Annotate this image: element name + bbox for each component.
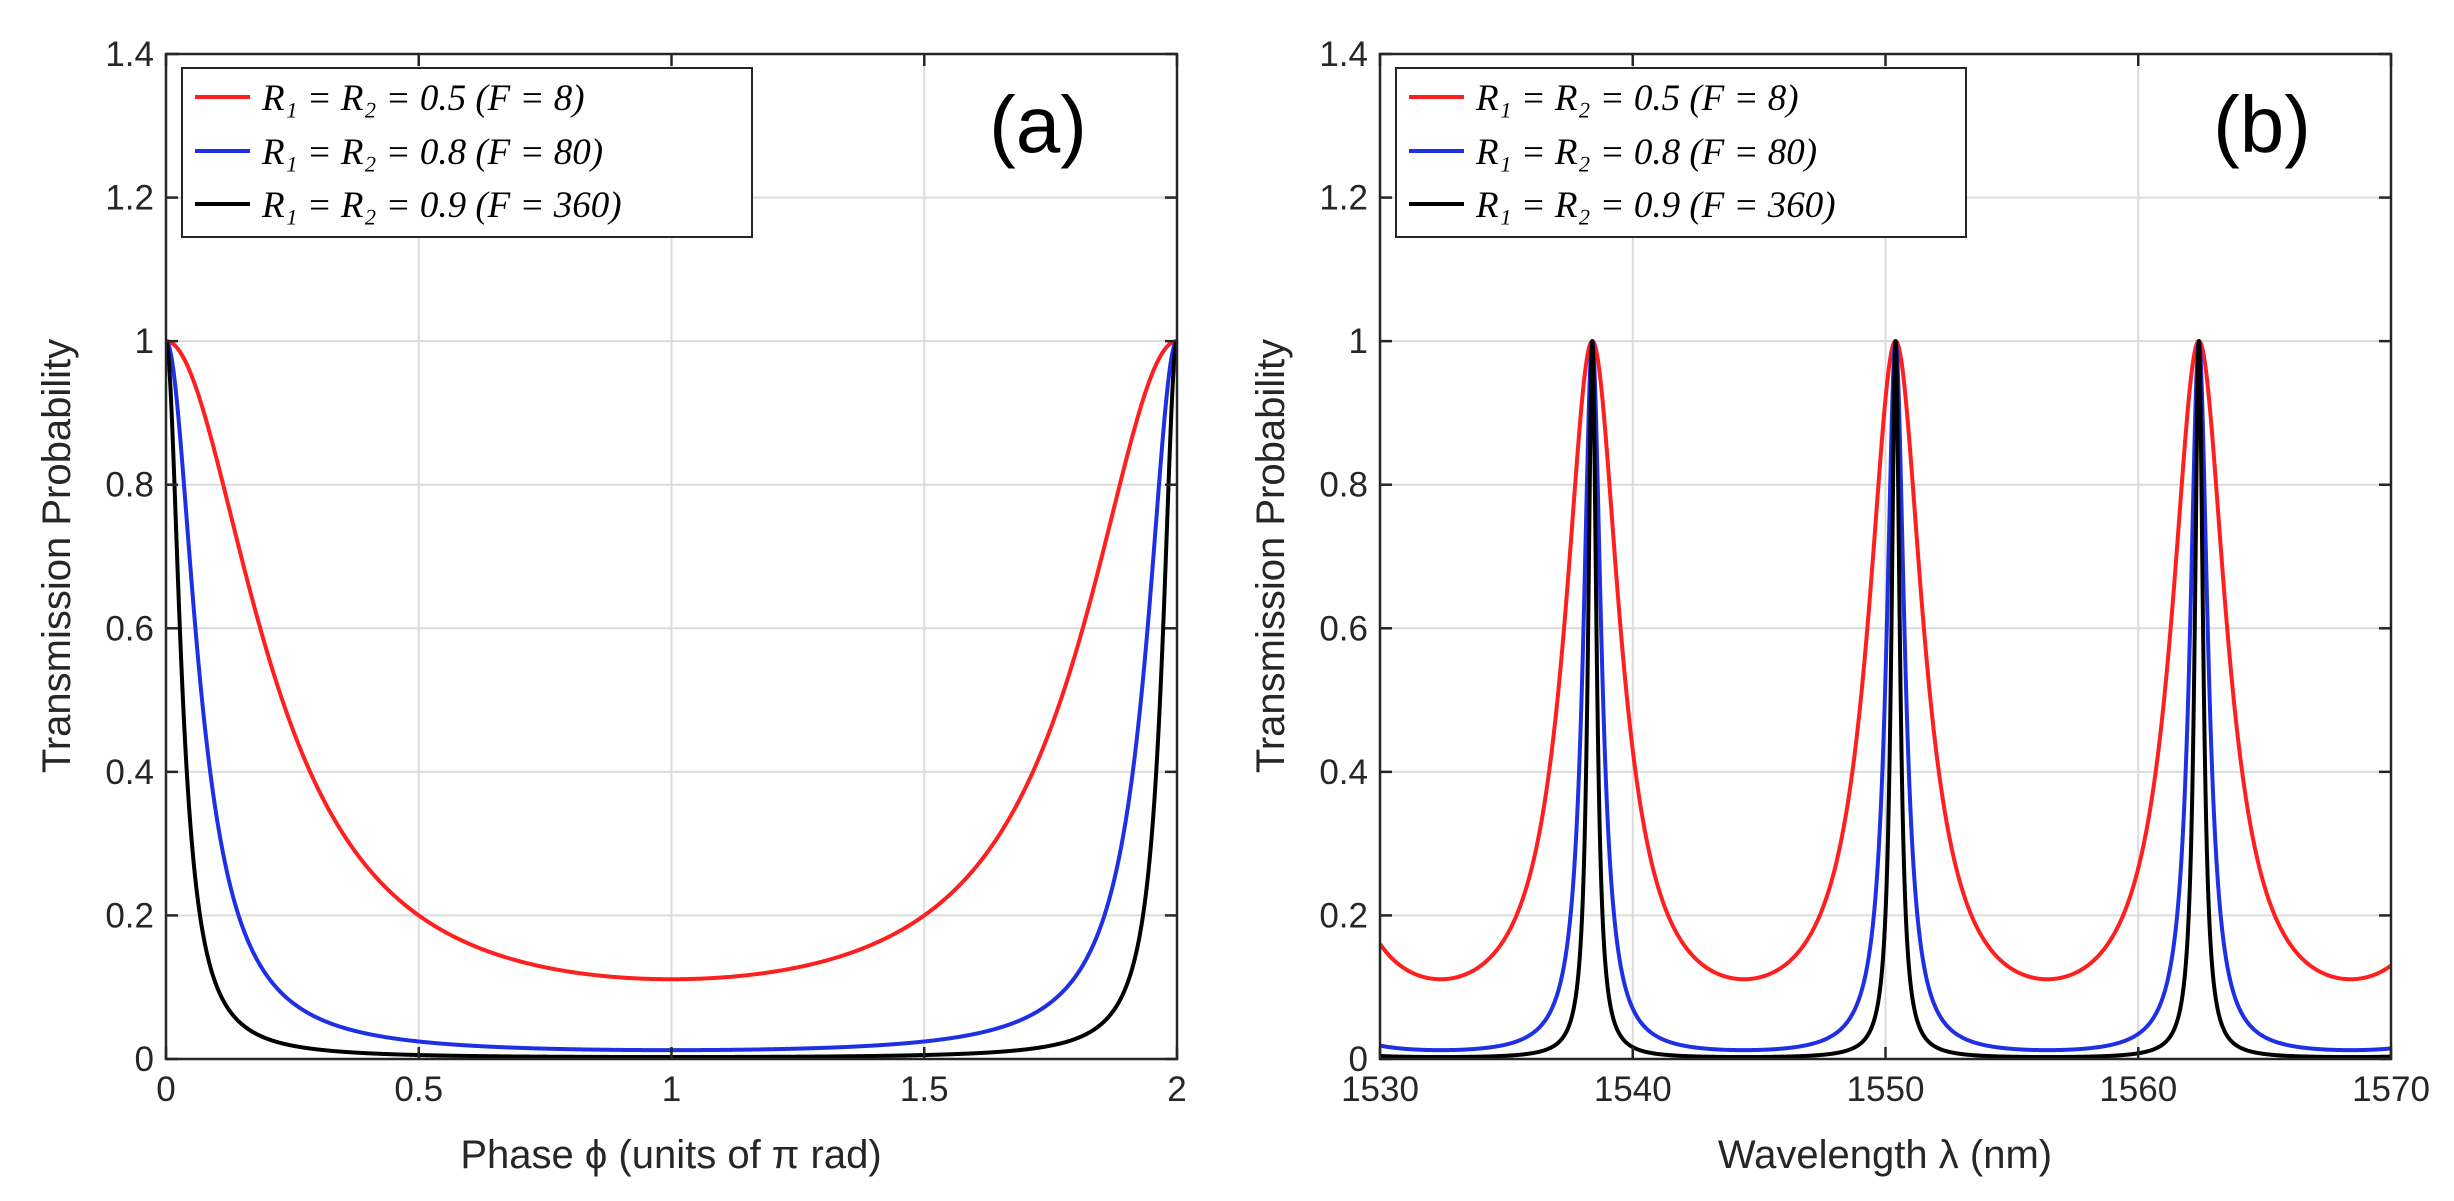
legend-entry-f80-b: R₁ = R₂ = 0.8 (F = 80) [1475,132,1817,173]
ticks-a: 0 0.5 1 1.5 2 0 0.2 0.4 0.6 0.8 1 1.2 1.4 [105,35,1186,1109]
y-tick-label-b-6: 1.2 [1319,179,1368,218]
y-tick-label-b-4: 0.8 [1319,466,1368,505]
y-tick-label-a-1: 0.2 [105,896,154,935]
y-tick-label-b-2: 0.4 [1319,753,1368,792]
series-group-b [1378,339,2393,1060]
series-line-a-F8 [164,339,1179,982]
legend-entry-f360-b: R₁ = R₂ = 0.9 (F = 360) [1475,185,1836,226]
y-tick-label-a-4: 0.8 [105,466,154,505]
y-tick-label-a-2: 0.4 [105,753,154,792]
x-tick-label-a-1: 0.5 [394,1070,443,1109]
x-tick-label-b-3: 1560 [2099,1070,2177,1109]
legend-b: R₁ = R₂ = 0.5 (F = 8) R₁ = R₂ = 0.8 (F =… [1395,67,1967,238]
series-line-b-F80 [1378,339,2393,1053]
x-axis-label-a: Phase ϕ (units of π rad) [460,1133,881,1177]
legend-entry-f360-a: R₁ = R₂ = 0.9 (F = 360) [261,185,622,226]
y-tick-label-a-5: 1 [135,322,154,361]
panel-b: 1530 1540 1550 1560 1570 0 0.2 0.4 0.6 0.8 1 1.2 1.4… [1249,35,2430,1177]
ticks-b: 1530 1540 1550 1560 1570 0 0.2 0.4 0.6 0.8 1 1.2 1.4 [1319,35,2430,1109]
x-tick-label-a-3: 1.5 [900,1070,949,1109]
y-tick-label-b-7: 1.4 [1319,35,1368,74]
y-tick-label-a-0: 0 [135,1040,154,1079]
y-tick-label-b-5: 1 [1349,322,1368,361]
x-tick-label-a-0: 0 [156,1070,175,1109]
y-tick-label-b-1: 0.2 [1319,896,1368,935]
legend-entry-f8-b: R₁ = R₂ = 0.5 (F = 8) [1475,78,1799,119]
y-axis-label-b: Transmission Probability [1249,339,1293,773]
x-tick-label-b-4: 1570 [2352,1070,2430,1109]
legend-box-a [181,67,753,238]
y-tick-label-a-6: 1.2 [105,179,154,218]
panel-label-a: (a) [989,80,1087,169]
y-tick-label-b-3: 0.6 [1319,609,1368,648]
y-axis-label-a: Transmission Probability [35,339,79,773]
series-line-b-F360 [1378,339,2393,1060]
x-tick-label-b-1: 1540 [1594,1070,1672,1109]
panel-a: 0 0.5 1 1.5 2 0 0.2 0.4 0.6 0.8 1 1.2 1.4 Phase ϕ (u… [35,35,1187,1177]
x-axis-label-b: Wavelength λ (nm) [1718,1133,2052,1177]
series-line-b-F8 [1378,339,2393,982]
x-tick-label-a-4: 2 [1167,1070,1186,1109]
panel-label-b: (b) [2213,80,2311,169]
x-tick-label-a-2: 1 [662,1070,681,1109]
legend-entry-f8-a: R₁ = R₂ = 0.5 (F = 8) [261,78,585,119]
y-tick-label-b-0: 0 [1349,1040,1368,1079]
legend-box-b [1395,67,1967,238]
y-tick-label-a-7: 1.4 [105,35,154,74]
y-tick-label-a-3: 0.6 [105,609,154,648]
x-tick-label-b-2: 1550 [1847,1070,1925,1109]
legend-entry-f80-a: R₁ = R₂ = 0.8 (F = 80) [261,132,603,173]
legend-a: R₁ = R₂ = 0.5 (F = 8) R₁ = R₂ = 0.8 (F =… [181,67,753,238]
x-tick-label-b-0: 1530 [1341,1070,1419,1109]
